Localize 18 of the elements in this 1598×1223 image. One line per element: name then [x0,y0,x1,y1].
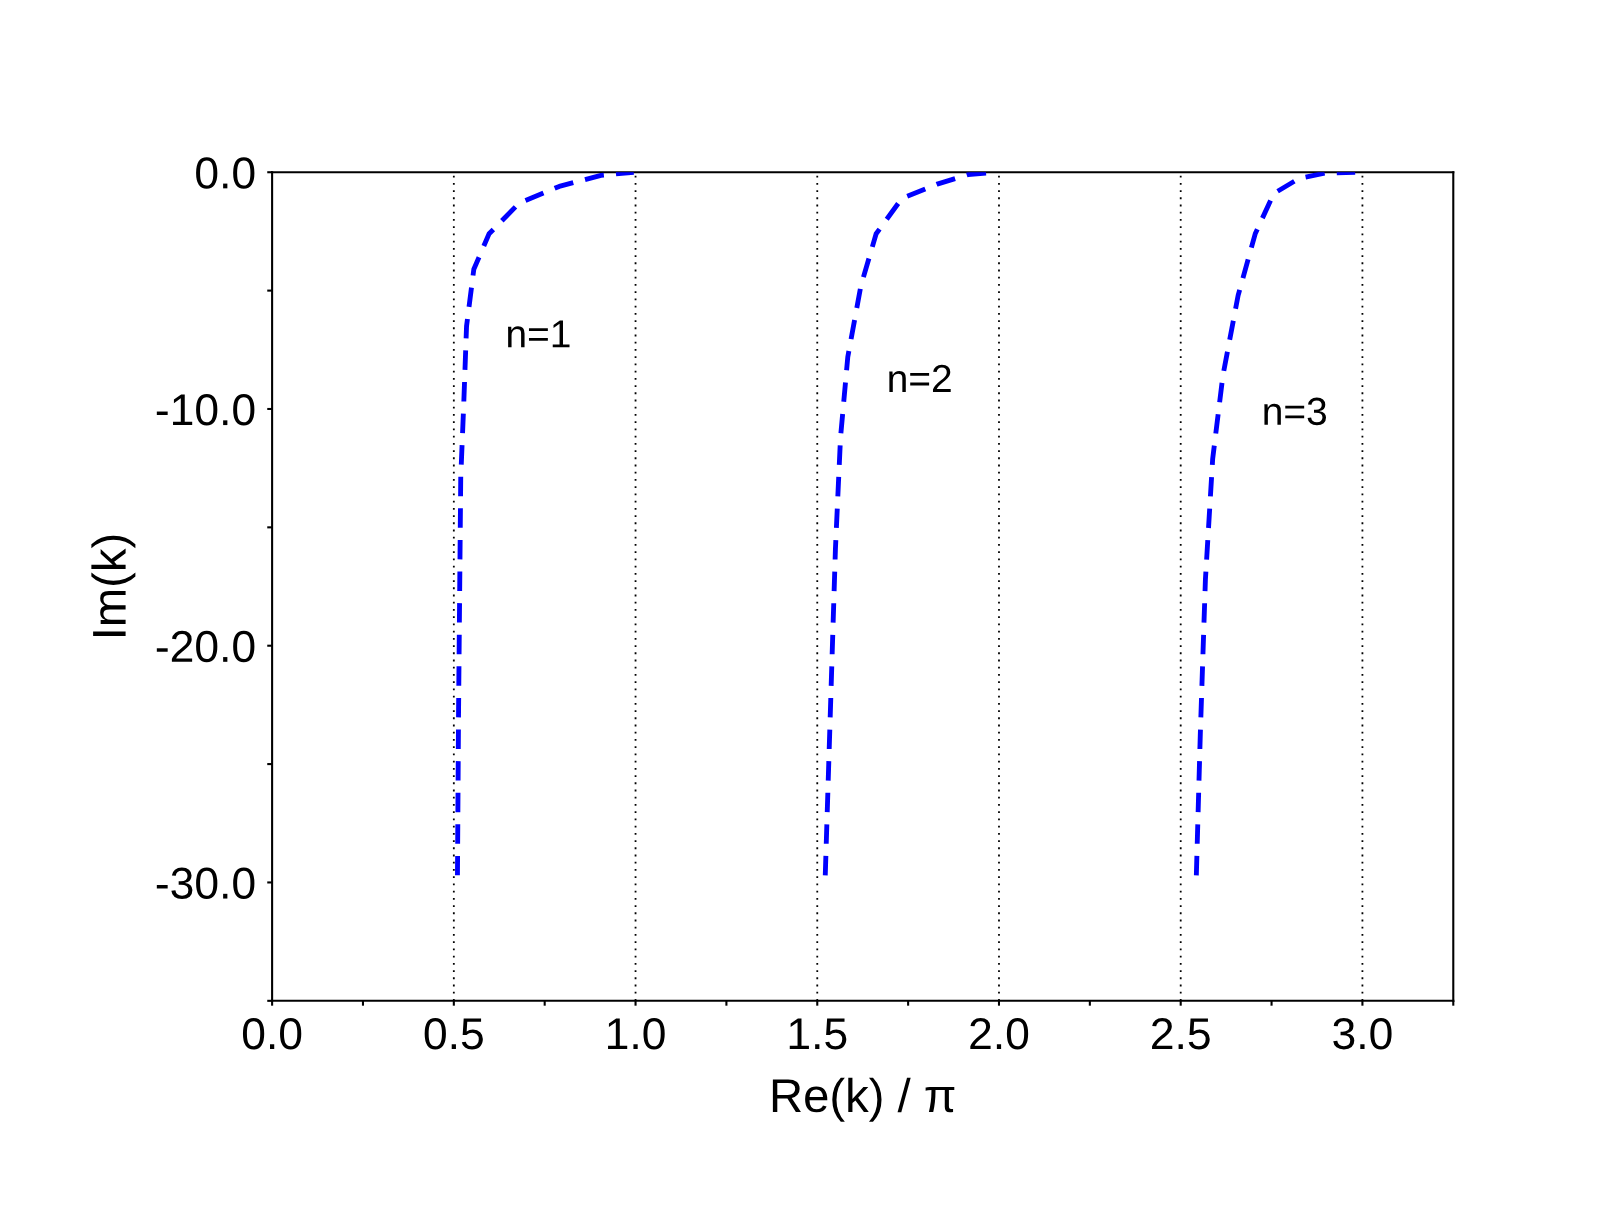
y-axis-title: Im(k) [91,535,136,636]
y-tick-label: 0.0 [196,157,255,189]
series-label: n=3 [1264,397,1327,426]
x-tick-label: 0.0 [242,1017,302,1050]
x-tick-label: 0.5 [424,1017,483,1050]
x-tick-label: 2.0 [970,1017,1029,1050]
series-label: n=1 [508,320,570,348]
y-tick-label: -20.0 [156,630,255,663]
x-tick-label: 1.0 [608,1017,665,1050]
series-label: n=2 [889,364,951,392]
line-series [1193,172,1358,878]
x-axis-title: Re(k) / π [772,1077,955,1122]
y-tick-label: -10.0 [156,394,255,426]
line-series [455,172,637,878]
x-tick-label: 1.5 [789,1018,847,1050]
x-tick-label: 2.5 [1152,1017,1210,1050]
y-tick-label: -30.0 [156,867,255,899]
x-tick-label: 3.0 [1333,1017,1392,1050]
